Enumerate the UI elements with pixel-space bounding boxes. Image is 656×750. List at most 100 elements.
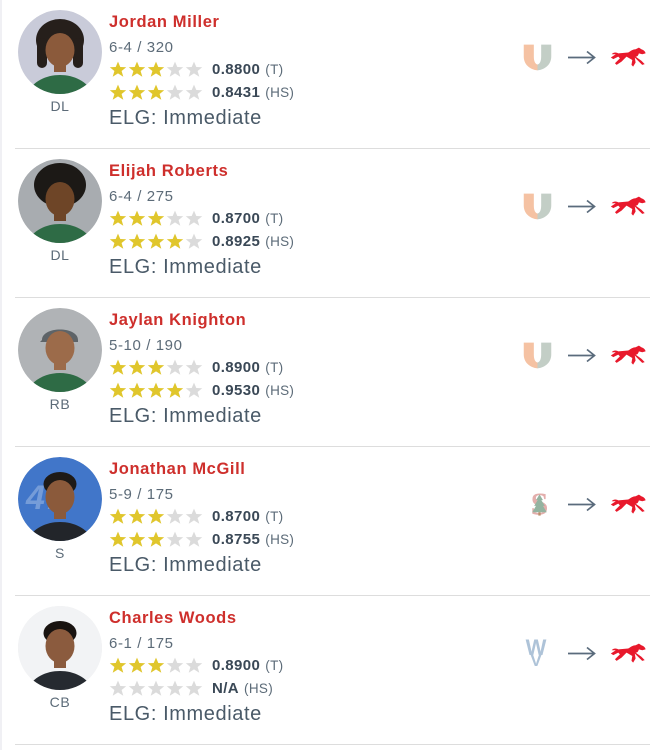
player-avatar[interactable]: [18, 159, 102, 243]
rating-value: N/A: [212, 680, 240, 697]
rating-context: (HS): [265, 234, 295, 249]
player-position: DL: [50, 98, 70, 114]
star-icon: [166, 508, 184, 524]
star-icon: [128, 508, 146, 524]
star-icon: [166, 210, 184, 226]
star-icon: [109, 61, 127, 77]
player-card[interactable]: CB Charles Woods 6-1 / 175 0.8900 (T) N/…: [2, 596, 656, 745]
player-position: CB: [49, 694, 71, 710]
player-avatar[interactable]: [18, 606, 102, 690]
transfer-teams: [521, 40, 648, 74]
star-icon: [109, 84, 127, 100]
star-icon: [147, 61, 165, 77]
rating-value: 0.9530: [212, 382, 261, 399]
highschool-rating-row: 0.8431 (HS): [109, 83, 294, 102]
star-rating-icons: [109, 61, 204, 78]
star-rating-icons: [109, 680, 204, 697]
star-icon: [128, 531, 146, 547]
star-icon: [185, 508, 203, 524]
rating-value: 0.8431: [212, 84, 261, 101]
star-icon: [147, 233, 165, 249]
player-card[interactable]: RB Jaylan Knighton 5-10 / 190 0.8900 (T)…: [2, 298, 656, 447]
player-measurables: 5-10 / 190: [109, 337, 183, 354]
star-icon: [166, 382, 184, 398]
rating-value: 0.8800: [212, 61, 261, 78]
player-avatar[interactable]: [18, 308, 102, 392]
player-info: Jordan Miller 6-4 / 320 0.8800 (T) 0.843…: [109, 13, 294, 130]
transfer-rating-row: 0.8700 (T): [109, 507, 294, 526]
star-icon: [109, 359, 127, 375]
star-icon: [128, 359, 146, 375]
star-icon: [109, 657, 127, 673]
player-info: Charles Woods 6-1 / 175 0.8900 (T) N/A (…: [109, 609, 283, 726]
to-team-logo[interactable]: [610, 642, 648, 665]
svg-text:W: W: [526, 639, 547, 660]
from-team-logo[interactable]: S: [525, 487, 554, 521]
from-team-logo[interactable]: [521, 43, 554, 72]
to-team-logo[interactable]: [610, 493, 648, 516]
star-icon: [185, 233, 203, 249]
star-icon: [185, 382, 203, 398]
star-rating-icons: [109, 359, 204, 376]
star-icon: [147, 210, 165, 226]
star-icon: [185, 210, 203, 226]
transfer-rating-row: 0.8700 (T): [109, 209, 294, 228]
player-card[interactable]: DL Jordan Miller 6-4 / 320 0.8800 (T) 0.…: [2, 0, 656, 149]
eligibility-text: ELG: Immediate: [109, 554, 262, 576]
player-name-link[interactable]: Jonathan McGill: [109, 460, 246, 478]
star-icon: [147, 359, 165, 375]
transfer-arrow-icon: [567, 198, 597, 215]
player-name-link[interactable]: Elijah Roberts: [109, 162, 229, 180]
transfer-arrow-icon: [567, 49, 597, 66]
star-rating-icons: [109, 657, 204, 674]
star-icon: [185, 84, 203, 100]
eligibility-text: ELG: Immediate: [109, 405, 262, 427]
to-team-logo[interactable]: [610, 195, 648, 218]
star-icon: [128, 382, 146, 398]
player-card[interactable]: 47 S Jonathan McGill 5-9 / 175 0.8700 (T…: [2, 447, 656, 596]
rating-context: (HS): [244, 681, 273, 696]
player-avatar[interactable]: 47: [18, 457, 102, 541]
star-rating-icons: [109, 210, 204, 227]
player-card[interactable]: DL Elijah Roberts 6-4 / 275 0.8700 (T) 0…: [2, 149, 656, 298]
star-icon: [128, 61, 146, 77]
player-avatar[interactable]: [18, 10, 102, 94]
star-icon: [147, 382, 165, 398]
eligibility-text: ELG: Immediate: [109, 703, 262, 725]
star-icon: [128, 233, 146, 249]
player-measurables: 6-4 / 275: [109, 188, 174, 205]
rating-context: (T): [265, 62, 284, 77]
rating-context: (HS): [265, 383, 295, 398]
star-icon: [185, 61, 203, 77]
rating-context: (HS): [265, 85, 295, 100]
highschool-rating-row: 0.8925 (HS): [109, 232, 294, 251]
star-icon: [166, 84, 184, 100]
player-name-link[interactable]: Jordan Miller: [109, 13, 220, 31]
player-name-link[interactable]: Charles Woods: [109, 609, 237, 627]
star-icon: [166, 359, 184, 375]
star-icon: [147, 508, 165, 524]
from-team-logo[interactable]: [521, 341, 554, 370]
player-name-link[interactable]: Jaylan Knighton: [109, 311, 247, 329]
to-team-logo[interactable]: [610, 46, 648, 69]
star-icon: [166, 531, 184, 547]
star-icon: [147, 680, 165, 696]
transfer-arrow-icon: [567, 496, 597, 513]
eligibility-text: ELG: Immediate: [109, 107, 262, 129]
highschool-rating-row: 0.8755 (HS): [109, 530, 294, 549]
player-position: DL: [50, 247, 70, 263]
star-icon: [109, 508, 127, 524]
to-team-logo[interactable]: [610, 344, 648, 367]
star-icon: [185, 359, 203, 375]
svg-text:V: V: [530, 651, 542, 667]
transfer-rating-row: 0.8900 (T): [109, 656, 283, 675]
star-icon: [109, 680, 127, 696]
transfer-rating-row: 0.8900 (T): [109, 358, 294, 377]
star-rating-icons: [109, 382, 204, 399]
star-icon: [109, 210, 127, 226]
eligibility-text: ELG: Immediate: [109, 256, 262, 278]
from-team-logo[interactable]: [521, 192, 554, 221]
transfer-rating-row: 0.8800 (T): [109, 60, 294, 79]
